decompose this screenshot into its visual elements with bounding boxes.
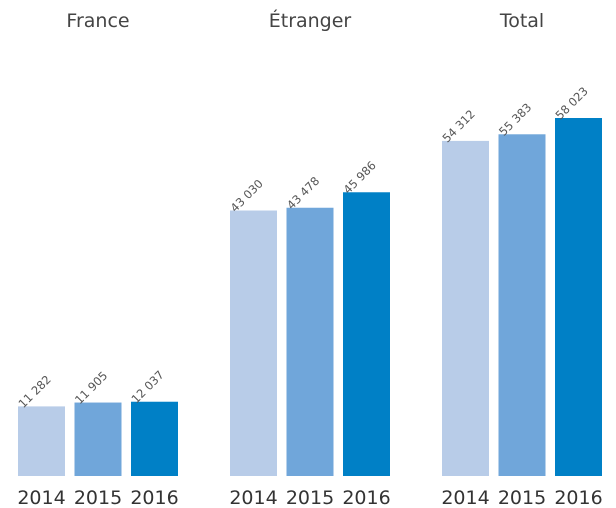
panel-title: Total — [499, 10, 544, 32]
bar — [230, 210, 277, 476]
bar — [131, 401, 178, 476]
value-label: 11 905 — [72, 369, 110, 407]
year-label: 2015 — [286, 487, 334, 508]
value-label: 55 383 — [496, 100, 534, 138]
year-label: 2016 — [342, 487, 390, 508]
year-label: 2016 — [554, 487, 602, 508]
bar — [555, 118, 602, 476]
value-label: 45 986 — [340, 158, 378, 196]
year-label: 2015 — [498, 487, 546, 508]
value-label: 58 023 — [552, 84, 590, 122]
bar — [498, 134, 546, 477]
bar — [18, 406, 65, 476]
year-label: 2016 — [130, 487, 178, 508]
value-label: 12 037 — [128, 368, 166, 406]
year-label: 2015 — [74, 487, 122, 508]
bar — [286, 207, 334, 476]
bar — [74, 402, 122, 476]
bar — [442, 140, 489, 477]
value-label: 43 030 — [227, 176, 265, 214]
panel-title: Étranger — [269, 9, 352, 32]
value-label: 43 478 — [284, 174, 322, 212]
value-label: 11 282 — [15, 372, 53, 410]
value-label: 54 312 — [439, 107, 477, 145]
bar — [343, 192, 390, 477]
year-label: 2014 — [441, 487, 489, 508]
panel-title: France — [66, 10, 129, 32]
year-label: 2014 — [229, 487, 277, 508]
year-label: 2014 — [17, 487, 65, 508]
